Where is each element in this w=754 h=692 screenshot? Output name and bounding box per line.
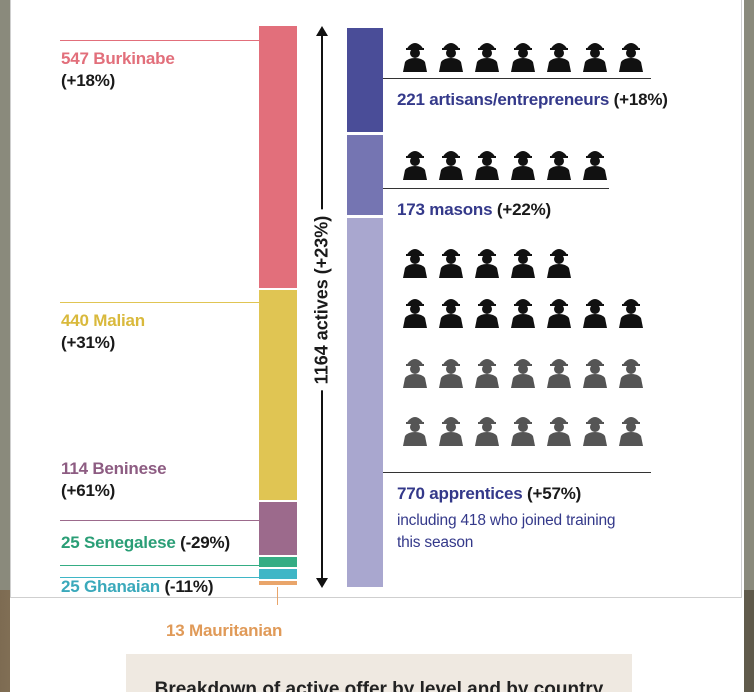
worker-icon: [511, 299, 535, 328]
worker-icon: [547, 417, 571, 446]
country-segment-beninese: [259, 501, 297, 555]
country-leader-ghanaian: [60, 576, 259, 578]
level-separator: [383, 188, 609, 189]
worker-icon: [511, 151, 535, 180]
country-leader-senegalese: [60, 564, 259, 566]
worker-icon: [403, 151, 427, 180]
worker-icon: [619, 43, 643, 72]
worker-icon: [583, 359, 607, 388]
worker-icon: [583, 417, 607, 446]
level-count-name: 173 masons: [397, 200, 493, 219]
worker-icon: [547, 43, 571, 72]
level-label-apprentices: 770 apprentices (+57%): [397, 483, 581, 505]
level-count-name: 770 apprentices: [397, 484, 523, 503]
worker-icon: [619, 359, 643, 388]
country-change: (+31%): [61, 333, 116, 352]
person-icon-row: [400, 38, 646, 72]
panel-border: [10, 0, 742, 598]
country-change: (+61%): [61, 481, 116, 500]
country-count-name: 25 Ghanaian: [61, 577, 160, 596]
country-count-name: 547 Burkinabe: [61, 49, 175, 68]
worker-icon: [403, 359, 427, 388]
worker-icon: [403, 417, 427, 446]
person-icon-row: [400, 294, 646, 328]
worker-icon: [619, 417, 643, 446]
country-change: (-29%): [180, 533, 230, 552]
level-count-name: 221 artisans/entrepreneurs: [397, 90, 610, 109]
country-segment-mauritanian: [259, 580, 297, 586]
country-label-mauritanian: 13 Mauritanian: [166, 620, 282, 642]
country-count-name: 440 Malian: [61, 311, 145, 330]
country-label-beninese: 114 Beninese (+61%): [61, 458, 167, 502]
country-segment-ghanaian: [259, 568, 297, 579]
worker-icon: [403, 43, 427, 72]
person-icon-row: [400, 244, 574, 278]
country-label-burkinabe: 547 Burkinabe (+18%): [61, 48, 175, 92]
worker-icon: [547, 151, 571, 180]
person-icon-row: [400, 146, 610, 180]
country-label-malian: 440 Malian (+31%): [61, 310, 145, 354]
level-label-artisans: 221 artisans/entrepreneurs (+18%): [397, 89, 668, 111]
worker-icon: [547, 299, 571, 328]
country-count-name: 13 Mauritanian: [166, 621, 283, 640]
apprentice-note: including 418 who joined training this s…: [397, 512, 616, 551]
worker-icon: [547, 249, 571, 278]
total-actives-label: 1164 actives (+23%): [311, 209, 333, 391]
country-count-name: 114 Beninese: [61, 459, 167, 478]
level-segment-apprentices: [347, 218, 383, 587]
level-change: (+57%): [527, 484, 582, 503]
worker-icon: [439, 417, 463, 446]
country-segment-malian: [259, 289, 297, 500]
worker-icon: [403, 249, 427, 278]
worker-icon: [475, 299, 499, 328]
worker-icon: [583, 43, 607, 72]
worker-icon: [583, 299, 607, 328]
worker-icon: [439, 299, 463, 328]
country-label-senegalese: 25 Senegalese (-29%): [61, 532, 230, 554]
level-label-masons: 173 masons (+22%): [397, 199, 551, 221]
worker-icon: [439, 359, 463, 388]
worker-icon: [547, 359, 571, 388]
country-leader-mauritanian: [277, 587, 278, 606]
worker-icon: [475, 43, 499, 72]
country-leader-burkinabe: [60, 40, 259, 41]
level-change: (+22%): [496, 200, 551, 219]
worker-icon: [475, 151, 499, 180]
worker-icon: [439, 249, 463, 278]
worker-icon: [403, 299, 427, 328]
level-separator: [383, 78, 651, 79]
country-leader-beninese: [60, 519, 259, 521]
level-separator: [383, 472, 651, 473]
person-icon-row: [400, 354, 646, 388]
worker-icon: [511, 43, 535, 72]
worker-icon: [511, 359, 535, 388]
country-segment-senegalese: [259, 556, 297, 567]
country-change: (+18%): [61, 71, 116, 90]
worker-icon: [475, 417, 499, 446]
chart-caption: Breakdown of active offer by level and b…: [126, 654, 632, 692]
person-icon-row: [400, 412, 646, 446]
country-leader-malian: [60, 301, 259, 303]
worker-icon: [439, 43, 463, 72]
worker-icon: [583, 151, 607, 180]
country-change: (-11%): [164, 577, 214, 596]
country-label-ghanaian: 25 Ghanaian (-11%): [61, 576, 214, 598]
worker-icon: [439, 151, 463, 180]
worker-icon: [619, 299, 643, 328]
worker-icon: [475, 359, 499, 388]
country-count-name: 25 Senegalese: [61, 533, 176, 552]
level-segment-masons: [347, 134, 383, 216]
worker-icon: [511, 417, 535, 446]
worker-icon: [475, 249, 499, 278]
worker-icon: [511, 249, 535, 278]
level-segment-artisans: [347, 28, 383, 132]
level-change: (+18%): [613, 90, 668, 109]
country-segment-burkinabe: [259, 26, 297, 288]
